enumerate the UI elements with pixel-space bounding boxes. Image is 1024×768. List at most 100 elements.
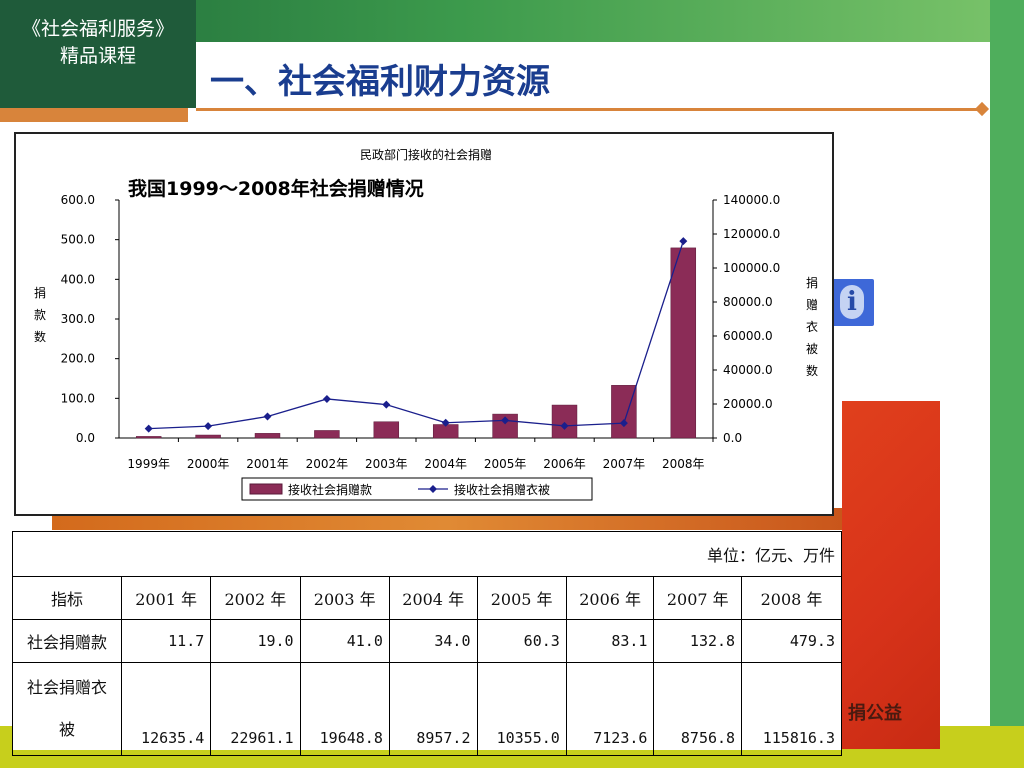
y-tick-label-left: 100.0 bbox=[61, 391, 95, 405]
right-band bbox=[990, 0, 1024, 768]
x-tick-label: 2001年 bbox=[246, 457, 289, 471]
table-cell: 22961.1 bbox=[210, 662, 301, 756]
y-tick-label-left: 500.0 bbox=[61, 233, 95, 247]
bar bbox=[135, 436, 162, 439]
y-tick-label-right: 0.0 bbox=[723, 431, 742, 445]
legend-box bbox=[241, 477, 593, 501]
data-table: 单位：亿元、万件 指标 2001 年 2002 年 2003 年 2004 年 … bbox=[12, 531, 842, 756]
y-tick-label-right: 60000.0 bbox=[723, 329, 773, 343]
title-panel bbox=[196, 42, 990, 108]
accent-strip bbox=[0, 108, 188, 122]
line-point bbox=[679, 237, 688, 246]
y-axis-right-label: 捐赠衣被数 bbox=[805, 276, 818, 378]
table-cell: 7123.6 bbox=[565, 662, 655, 756]
table-cell: 41.0 bbox=[299, 619, 390, 663]
header-cell: 指标 bbox=[12, 576, 122, 620]
table-cell: 8957.2 bbox=[388, 662, 478, 756]
y-tick-label-right: 80000.0 bbox=[723, 295, 773, 309]
table-cell: 11.7 bbox=[120, 619, 212, 663]
table-cell: 132.8 bbox=[653, 619, 743, 663]
chart-subtitle: 我国1999～2008年社会捐赠情况 bbox=[128, 178, 424, 200]
x-tick-label: 2000年 bbox=[187, 457, 230, 471]
y-tick-label-left: 300.0 bbox=[61, 312, 95, 326]
background-caption: 捐公益 bbox=[848, 703, 902, 724]
row-label-line: 社会捐赠衣 bbox=[26, 678, 107, 697]
line-point bbox=[144, 424, 153, 433]
header-cell: 2002 年 bbox=[210, 576, 301, 620]
data-table-panel: 单位：亿元、万件 指标 2001 年 2002 年 2003 年 2004 年 … bbox=[12, 531, 842, 756]
line-point bbox=[322, 394, 331, 403]
bar bbox=[314, 430, 340, 439]
table-row: 社会捐赠衣 被 12635.4 22961.1 19648.8 8957.2 1… bbox=[12, 662, 842, 756]
y-tick-label-right: 140000.0 bbox=[723, 193, 780, 207]
line-point bbox=[560, 421, 569, 430]
unit-row: 单位：亿元、万件 bbox=[12, 531, 842, 577]
table-cell: 10355.0 bbox=[476, 662, 567, 756]
row-label: 社会捐赠款 bbox=[12, 619, 122, 663]
legend-bar-swatch bbox=[249, 483, 283, 495]
x-tick-label: 1999年 bbox=[127, 457, 170, 471]
bar bbox=[254, 433, 281, 439]
x-tick-label: 2008年 bbox=[662, 457, 705, 471]
table-header-row: 指标 2001 年 2002 年 2003 年 2004 年 2005 年 20… bbox=[12, 576, 842, 620]
course-name: 《社会福利服务》 bbox=[21, 18, 174, 40]
line-point bbox=[263, 412, 272, 421]
table-cell: 479.3 bbox=[741, 619, 842, 663]
table-cell: 60.3 bbox=[476, 619, 567, 663]
x-tick-label: 2006年 bbox=[543, 457, 586, 471]
bar bbox=[195, 434, 221, 439]
slide-title: 一、社会福利财力资源 bbox=[210, 62, 550, 102]
legend-line-marker bbox=[429, 485, 437, 493]
y-tick-label-right: 120000.0 bbox=[723, 227, 780, 241]
line-point bbox=[204, 422, 213, 431]
bar bbox=[611, 385, 637, 439]
title-underline bbox=[196, 108, 982, 111]
y-axis-left-label: 捐款数 bbox=[33, 286, 46, 344]
x-tick-label: 2005年 bbox=[484, 457, 527, 471]
table-cell: 19648.8 bbox=[299, 662, 390, 756]
y-tick-label-right: 20000.0 bbox=[723, 397, 773, 411]
header-cell: 2003 年 bbox=[299, 576, 390, 620]
x-tick-label: 2003年 bbox=[365, 457, 408, 471]
y-tick-label-left: 400.0 bbox=[61, 272, 95, 286]
y-tick-label-right: 40000.0 bbox=[723, 363, 773, 377]
line-point bbox=[501, 416, 510, 425]
table-cell: 83.1 bbox=[565, 619, 655, 663]
table-cell: 34.0 bbox=[388, 619, 478, 663]
header-cell: 2004 年 bbox=[388, 576, 478, 620]
bar bbox=[373, 421, 400, 439]
table-cell: 19.0 bbox=[210, 619, 301, 663]
chart-panel: 600.0 500.0 400.0 300.0 200.0 100.0 0.0 140000.… bbox=[14, 132, 834, 516]
legend-line-label: 接收社会捐赠衣被 bbox=[454, 482, 550, 497]
row-label: 社会捐赠衣 被 bbox=[12, 662, 122, 756]
y-tick-label-left: 200.0 bbox=[61, 352, 95, 366]
line-point bbox=[619, 419, 628, 428]
x-tick-label: 2002年 bbox=[306, 457, 349, 471]
table-row: 社会捐赠款 11.7 19.0 41.0 34.0 60.3 83.1 132.… bbox=[12, 619, 842, 663]
series-line bbox=[148, 240, 684, 430]
table-cell: 12635.4 bbox=[120, 662, 212, 756]
course-type: 精品课程 bbox=[59, 45, 136, 67]
unit-label: 单位：亿元、万件 bbox=[12, 531, 842, 577]
header-cell: 2006 年 bbox=[565, 576, 655, 620]
header-cell: 2001 年 bbox=[120, 576, 212, 620]
x-tick-label: 2007年 bbox=[603, 457, 646, 471]
bar bbox=[551, 404, 578, 439]
info-icon[interactable]: i bbox=[830, 279, 874, 326]
y-tick-label-left: 600.0 bbox=[61, 193, 95, 207]
table-cell: 115816.3 bbox=[741, 662, 842, 756]
x-tick-label: 2004年 bbox=[424, 457, 467, 471]
header-cell: 2008 年 bbox=[741, 576, 842, 620]
line-point bbox=[382, 400, 391, 409]
chart-canvas: 600.0 500.0 400.0 300.0 200.0 100.0 0.0 140000.… bbox=[61, 193, 780, 501]
header-cell: 2007 年 bbox=[653, 576, 743, 620]
bar bbox=[670, 247, 697, 439]
y-tick-label-right: 100000.0 bbox=[723, 261, 780, 275]
line-point bbox=[441, 418, 450, 427]
y-tick-label-left: 0.0 bbox=[76, 431, 95, 445]
legend-bar-label: 接收社会捐赠款 bbox=[288, 482, 372, 497]
header-cell: 2005 年 bbox=[476, 576, 567, 620]
background-image-red: 捐公益 bbox=[842, 401, 940, 749]
row-label-line: 被 bbox=[58, 720, 75, 739]
table-cell: 8756.8 bbox=[653, 662, 743, 756]
